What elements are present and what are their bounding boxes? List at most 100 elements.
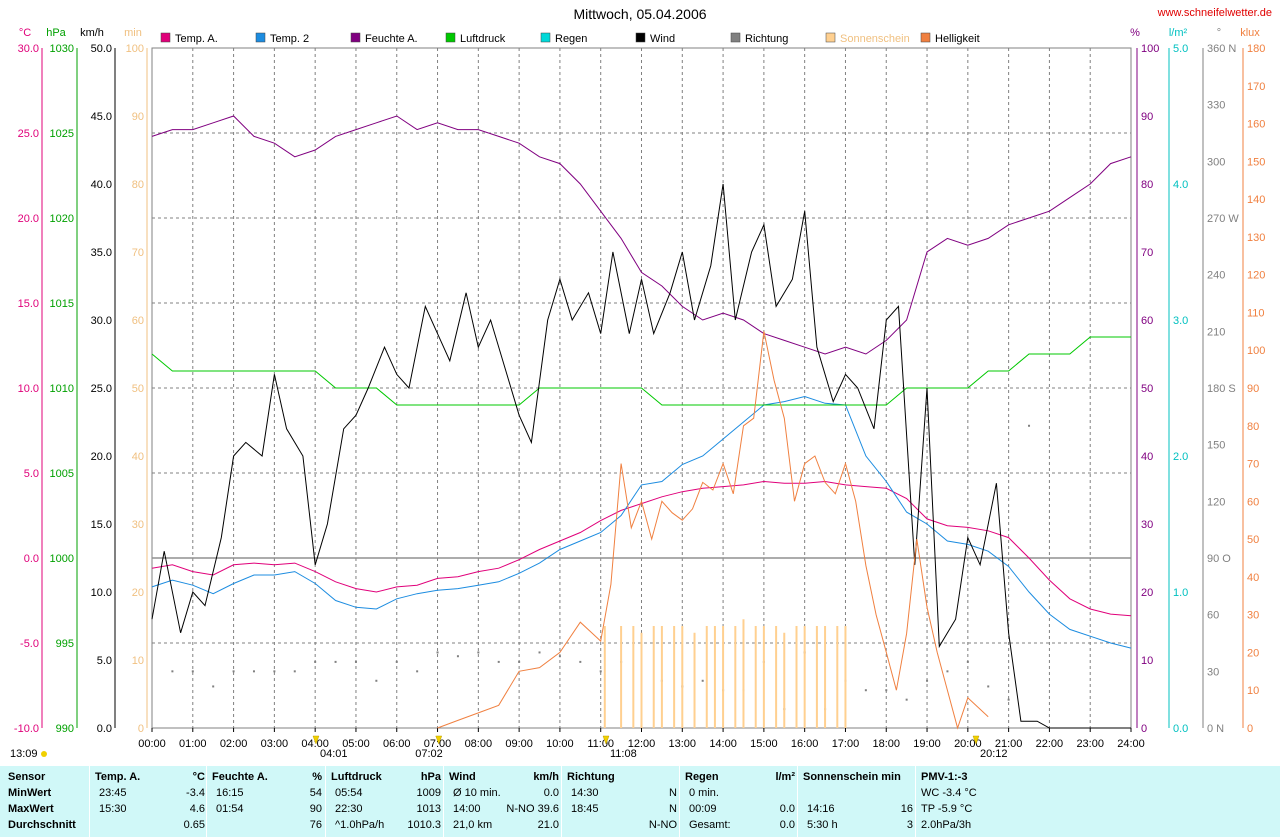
stats-header: Feuchte A. <box>212 771 268 783</box>
tick-humidity: 100 <box>1141 43 1159 55</box>
stats-header: Wind <box>449 771 476 783</box>
stats-value-temp: 4.6 <box>189 803 205 815</box>
direction-point <box>1028 424 1031 427</box>
tick-sun: 30 <box>132 519 144 531</box>
stats-time-sun: 14:16 <box>807 803 835 815</box>
tick-brightness: 80 <box>1247 421 1259 433</box>
axis-unit-5: l/m² <box>1169 27 1188 39</box>
tick-wind: 25.0 <box>91 383 112 395</box>
tick-brightness: 150 <box>1247 156 1265 168</box>
legend-label-7: Sonnenschein <box>840 33 910 45</box>
tick-humidity: 80 <box>1141 179 1153 191</box>
tick-humidity: 20 <box>1141 587 1153 599</box>
tick-direction: 30 <box>1207 666 1219 678</box>
direction-point <box>252 670 255 673</box>
website-link[interactable]: www.schneifelwetter.de <box>1157 7 1272 19</box>
tick-direction: 0 N <box>1207 723 1224 735</box>
direction-point <box>905 698 908 701</box>
tick-humidity: 70 <box>1141 247 1153 259</box>
stats-pmv-value: TP -5.9 °C <box>921 803 973 815</box>
stats-header: Sonnenschein min <box>803 771 901 783</box>
tick-brightness: 10 <box>1247 685 1259 697</box>
x-tick-label: 04:00 <box>301 738 329 750</box>
stats-header: Richtung <box>567 771 615 783</box>
stats-value-temp: 0.65 <box>183 819 205 831</box>
stats-value-rain: 0.0 <box>779 819 795 831</box>
stats-time-direction: 18:45 <box>571 803 599 815</box>
tick-temp: 0.0 <box>24 553 39 565</box>
series-line-feuchte-a- <box>151 115 1132 355</box>
series-line-temp-a- <box>151 480 1132 617</box>
legend-label-2: Feuchte A. <box>365 33 418 45</box>
tick-rain: 5.0 <box>1173 43 1188 55</box>
tick-direction: 60 <box>1207 610 1219 622</box>
x-tick-label: 06:00 <box>383 738 411 750</box>
time-marker-icon <box>972 735 980 745</box>
stats-value-direction: N <box>669 803 677 815</box>
stats-value-direction: N-NO <box>648 819 677 831</box>
direction-point <box>456 655 459 658</box>
time-marker-label: 07:02 <box>415 748 443 760</box>
x-tick-label: 08:00 <box>465 738 493 750</box>
time-marker-label: 04:01 <box>320 748 348 760</box>
x-tick-label: 12:00 <box>628 738 656 750</box>
stats-value-rain: 0.0 <box>779 803 795 815</box>
x-tick-label: 14:00 <box>709 738 737 750</box>
stats-header-unit: hPa <box>420 771 441 783</box>
tick-brightness: 180 <box>1247 43 1265 55</box>
direction-point <box>558 655 561 658</box>
stats-value-sun: 16 <box>900 803 913 815</box>
stats-time-rain: 0 min. <box>689 787 719 799</box>
tick-temp: 20.0 <box>18 213 39 225</box>
direction-point <box>477 651 480 654</box>
stats-time-humidity: 01:54 <box>216 803 244 815</box>
stats-separator <box>797 766 798 837</box>
stats-value-pressure: 1009 <box>416 787 441 799</box>
x-tick-label: 05:00 <box>342 738 370 750</box>
legend-swatch-5 <box>635 32 646 43</box>
tick-temp: -10.0 <box>14 723 39 735</box>
tick-direction: 210 <box>1207 326 1225 338</box>
stats-row-label: Durchschnitt <box>8 819 76 831</box>
tick-direction: 180 S <box>1207 383 1236 395</box>
tick-sun: 0 <box>138 723 144 735</box>
stats-header: Regen <box>685 771 719 783</box>
x-tick-label: 22:00 <box>1036 738 1064 750</box>
tick-brightness: 20 <box>1247 647 1259 659</box>
tick-direction: 300 <box>1207 156 1225 168</box>
tick-humidity: 30 <box>1141 519 1153 531</box>
stats-separator <box>561 766 562 837</box>
direction-point <box>966 660 969 663</box>
stats-header-unit: l/m² <box>775 771 795 783</box>
stats-separator <box>206 766 207 837</box>
tick-sun: 80 <box>132 179 144 191</box>
grid <box>151 47 1132 729</box>
tick-temp: 30.0 <box>18 43 39 55</box>
direction-point <box>191 670 194 673</box>
legend-swatch-2 <box>350 32 361 43</box>
stats-header: Luftdruck <box>331 771 382 783</box>
tick-rain: 1.0 <box>1173 587 1188 599</box>
legend-label-3: Luftdruck <box>460 33 506 45</box>
tick-sun: 60 <box>132 315 144 327</box>
axis-unit-labels: °C hPa km/h min% l/m² ° klux <box>19 27 1260 39</box>
legend-swatch-0 <box>160 32 171 43</box>
tick-pressure: 1000 <box>50 553 74 565</box>
tick-brightness: 60 <box>1247 496 1259 508</box>
direction-point <box>314 660 317 663</box>
sunrise-time-label: 13:09 <box>10 748 38 760</box>
tick-brightness: 0 <box>1247 723 1253 735</box>
time-markers: 13:09 04:01 07:02 11:08 20:12 <box>10 735 1008 760</box>
legend: Temp. A. Temp. 2 Feuchte A. Luftdruck Regen W… <box>160 32 980 45</box>
stats-time-humidity: 16:15 <box>216 787 244 799</box>
stats-value-direction: N <box>669 787 677 799</box>
tick-brightness: 140 <box>1247 194 1265 206</box>
stats-time-pressure: ^1.0hPa/h <box>335 819 385 831</box>
tick-humidity: 0 <box>1141 723 1147 735</box>
axis-unit-2: km/h <box>80 27 104 39</box>
stats-value-wind: 0.0 <box>543 787 559 799</box>
direction-point <box>395 660 398 663</box>
direction-point <box>334 660 337 663</box>
stats-separator <box>679 766 680 837</box>
legend-label-4: Regen <box>555 33 587 45</box>
